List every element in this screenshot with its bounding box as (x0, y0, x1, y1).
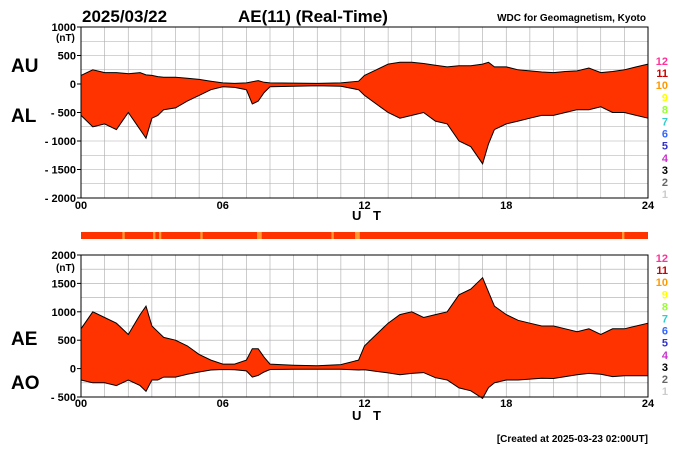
bottom-x-ticks: 00 06 12 18 24 (75, 398, 655, 410)
top-grid (81, 27, 648, 198)
legend-count-3: 3 (662, 362, 668, 374)
top-y-tick-label: - 1000 (45, 136, 76, 148)
legend-count-10: 10 (656, 80, 668, 92)
top-x-tick-label: 18 (500, 200, 512, 212)
top-unit-label: (nT) (56, 33, 75, 44)
top-x-tick-label: 24 (642, 200, 655, 212)
top-y-tick-label: 1000 (52, 22, 76, 34)
bottom-x-axis-label: U T (352, 408, 385, 423)
legend-count-11: 11 (656, 265, 668, 277)
al-label: AL (11, 106, 37, 127)
bottom-unit-label: (nT) (56, 263, 75, 274)
chart-date: 2025/03/22 (82, 7, 167, 26)
top-x-axis-label: U T (352, 208, 385, 223)
top-y-tick-label: - 1500 (45, 165, 76, 177)
top-y-tick-label: - 2000 (45, 193, 76, 205)
created-timestamp: [Created at 2025-03-23 02:00UT] (497, 434, 648, 445)
bottom-x-tick-label: 06 (217, 398, 229, 410)
ae-label: AE (11, 329, 37, 350)
legend-count-6: 6 (662, 129, 668, 141)
legend-count-9: 9 (662, 92, 668, 104)
strip-station-band-mark (200, 232, 203, 239)
legend-count-12: 12 (656, 56, 668, 68)
strip-station-band-mark (355, 232, 360, 239)
strip-station-band-mark (622, 232, 625, 239)
bottom-x-tick-label: 12 (358, 398, 370, 410)
au-label: AU (11, 56, 38, 77)
legend-count-5: 5 (662, 338, 668, 350)
legend-count-4: 4 (662, 153, 669, 165)
bottom-x-tick-label: 18 (500, 398, 512, 410)
legend-count-1: 1 (662, 189, 668, 201)
bottom-y-ticks: 2000 1500 1000 500 0 - 500 (51, 250, 81, 404)
legend-count-11: 11 (656, 68, 668, 80)
top-x-tick-label: 12 (358, 200, 370, 212)
legend-count-7: 7 (662, 117, 668, 129)
bottom-plot-frame (80, 254, 649, 398)
ae-ao-panel: 2000 1500 1000 500 0 - 500 00 06 12 18 24 (nT) AE… (11, 250, 655, 423)
data-source: WDC for Geomagnetism, Kyoto (497, 13, 646, 24)
bottom-y-tick-label: 0 (70, 364, 76, 376)
top-y-tick-label: 500 (58, 51, 76, 63)
bottom-x-tick-label: 00 (75, 398, 87, 410)
au-line (80, 61, 649, 84)
legend-count-3: 3 (662, 165, 668, 177)
au-al-panel: 1000 500 0 - 500 - 1000 - 1500 - 2000 00 06 12 18… (11, 22, 655, 223)
ae-line (80, 276, 649, 367)
legend-count-1: 1 (662, 386, 668, 398)
al-line (80, 85, 649, 165)
au-al-fill (81, 62, 648, 164)
strip-station-band-mark (122, 232, 125, 239)
bottom-y-tick-label: 1000 (52, 307, 76, 319)
bottom-y-tick-label: 1500 (52, 278, 76, 290)
top-x-tick-label: 06 (217, 200, 229, 212)
station-count-bar (81, 232, 648, 239)
bottom-y-tick-label: - 500 (51, 392, 76, 404)
top-y-tick-label: - 500 (51, 108, 76, 120)
top-x-tick-label: 00 (75, 200, 87, 212)
strip-station-band-mark (153, 232, 156, 239)
legend-count-9: 9 (662, 289, 668, 301)
legend-count-8: 8 (662, 301, 668, 313)
ao-line (80, 368, 648, 400)
legend-count-7: 7 (662, 314, 668, 326)
bottom-x-tick-label: 24 (642, 398, 655, 410)
bottom-y-tick-label: 500 (58, 335, 76, 347)
strip-station-bands (122, 232, 625, 239)
legend-count-5: 5 (662, 141, 668, 153)
ao-label: AO (11, 373, 40, 394)
ae-ao-fill (81, 277, 648, 399)
legend-count-4: 4 (662, 350, 669, 362)
strip-station-band-mark (257, 232, 262, 239)
legend-count-2: 2 (662, 177, 668, 189)
legend-count-12: 12 (656, 253, 668, 265)
bottom-y-tick-label: 2000 (52, 250, 76, 262)
chart-title: AE(11) (Real-Time) (238, 7, 388, 26)
top-x-ticks: 00 06 12 18 24 (75, 200, 655, 212)
top-y-ticks: 1000 500 0 - 500 - 1000 - 1500 - 2000 (45, 22, 81, 205)
strip-station-band-mark (158, 232, 162, 239)
top-y-tick-label: 0 (70, 79, 76, 91)
legend-count-10: 10 (656, 277, 668, 289)
legend-count-6: 6 (662, 326, 668, 338)
legend-count-8: 8 (662, 104, 668, 116)
strip-station-band-mark (331, 232, 334, 239)
legend-count-2: 2 (662, 374, 668, 386)
